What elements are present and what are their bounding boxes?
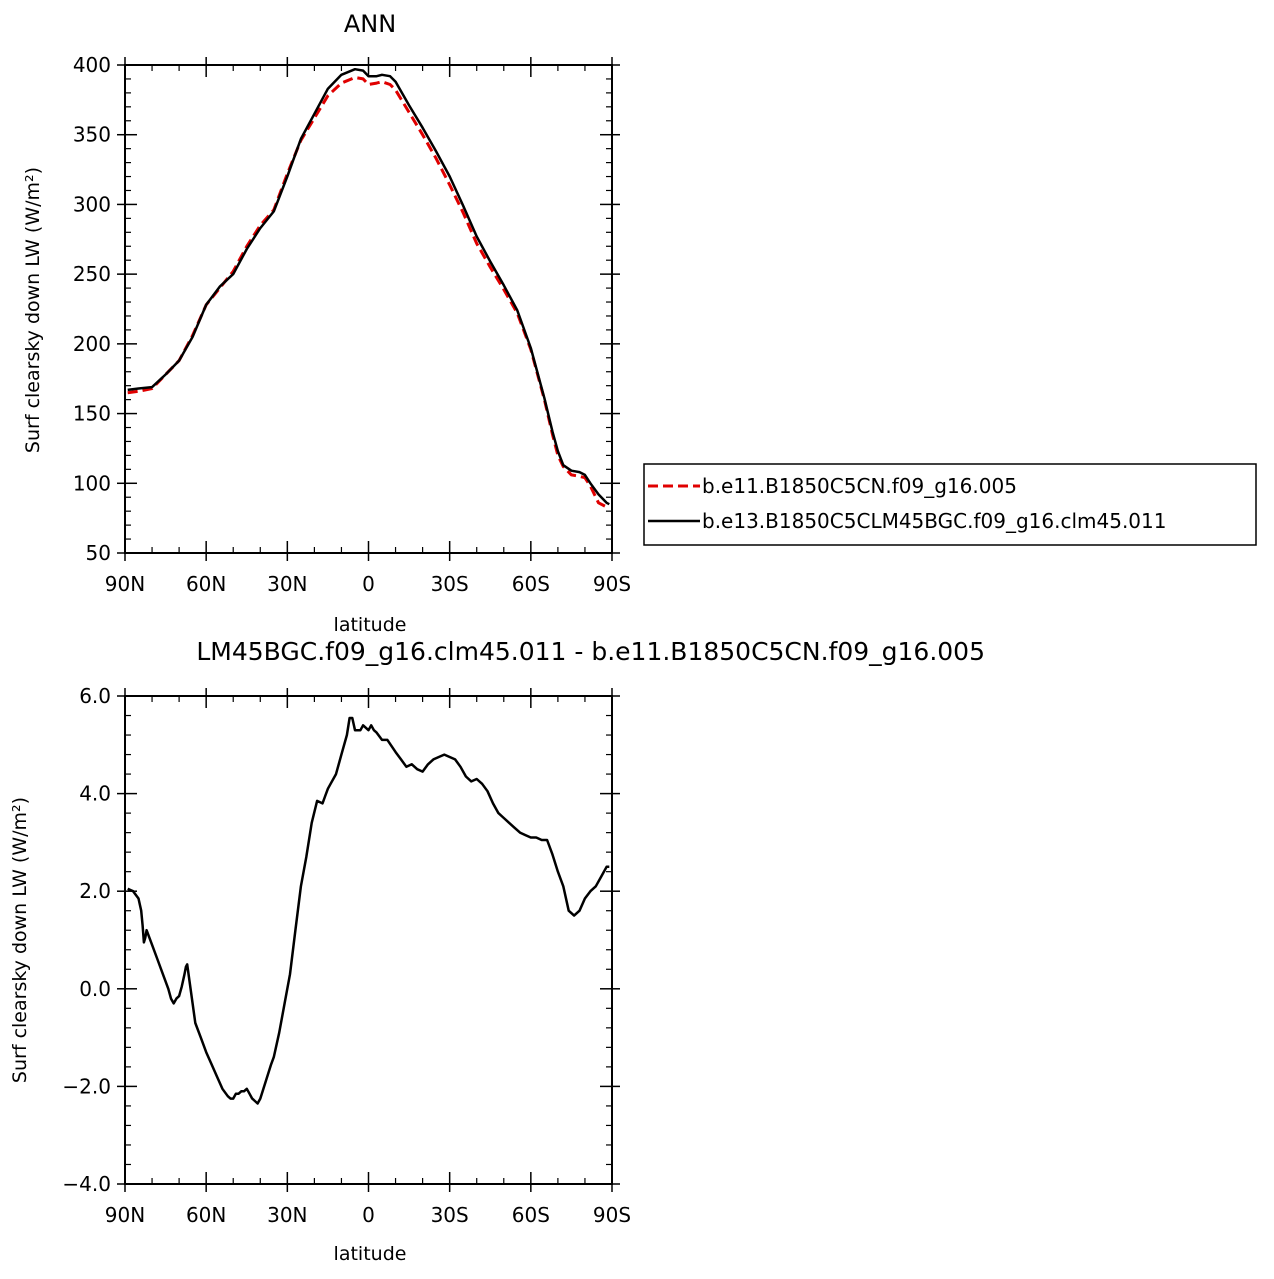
bottom-x-tick-label: 0: [362, 1203, 375, 1227]
top-x-tick-label: 90N: [105, 572, 145, 596]
top-y-tick-label: 250: [73, 262, 111, 286]
bottom-y-tick-label: 6.0: [79, 684, 111, 708]
top-panel: ANN latitude Surf clearsky down LW (W/m²…: [22, 10, 631, 636]
top-y-tick-label: 400: [73, 53, 111, 77]
top-series-line-0: [127, 76, 610, 509]
bottom-x-axis-label: latitude: [334, 1243, 407, 1265]
top-x-axis-label: latitude: [334, 614, 407, 636]
top-y-tick-label: 300: [73, 192, 111, 216]
bottom-y-axis-label: Surf clearsky down LW (W/m²): [9, 797, 31, 1083]
bottom-x-tick-label: 30S: [431, 1203, 469, 1227]
bottom-title: LM45BGC.f09_g16.clm45.011 - b.e11.B1850C…: [196, 637, 985, 666]
bottom-y-tick-label: 2.0: [79, 879, 111, 903]
bottom-x-tick-label: 60N: [186, 1203, 226, 1227]
bottom-panel: LM45BGC.f09_g16.clm45.011 - b.e11.B1850C…: [9, 637, 985, 1265]
top-y-tick-label: 200: [73, 332, 111, 356]
top-y-tick-label: 350: [73, 123, 111, 147]
bottom-x-tick-label: 90S: [593, 1203, 631, 1227]
bottom-y-tick-label: −4.0: [62, 1172, 111, 1196]
top-x-tick-label: 60N: [186, 572, 226, 596]
legend-box: [643, 463, 1257, 546]
bottom-x-tick-label: 30N: [267, 1203, 307, 1227]
bottom-y-tick-label: 0.0: [79, 977, 111, 1001]
top-title: ANN: [344, 10, 396, 38]
top-x-tick-label: 0: [362, 572, 375, 596]
bottom-plot-frame: [124, 695, 613, 1185]
top-x-tick-label: 90S: [593, 572, 631, 596]
top-y-tick-label: 150: [73, 402, 111, 426]
top-plot-frame: [124, 64, 613, 554]
top-x-tick-label: 60S: [512, 572, 550, 596]
bottom-x-tick-label: 90N: [105, 1203, 145, 1227]
top-x-tick-label: 30S: [431, 572, 469, 596]
bottom-y-tick-label: −2.0: [62, 1074, 111, 1098]
top-y-axis-label: Surf clearsky down LW (W/m²): [22, 167, 44, 453]
bottom-x-tick-label: 60S: [512, 1203, 550, 1227]
top-x-tick-label: 30N: [267, 572, 307, 596]
legend-label-0: b.e11.B1850C5CN.f09_g16.005: [702, 474, 1017, 498]
bottom-y-tick-label: 4.0: [79, 782, 111, 806]
legend-label-1: b.e13.B1850C5CLM45BGC.f09_g16.clm45.011: [702, 509, 1166, 533]
top-series-line-1: [127, 67, 610, 506]
top-y-tick-label: 50: [86, 541, 111, 565]
top-y-tick-label: 100: [73, 471, 111, 495]
bottom-series-line-0: [127, 716, 610, 1105]
legend: b.e11.B1850C5CN.f09_g16.005 b.e13.B1850C…: [643, 463, 1257, 546]
